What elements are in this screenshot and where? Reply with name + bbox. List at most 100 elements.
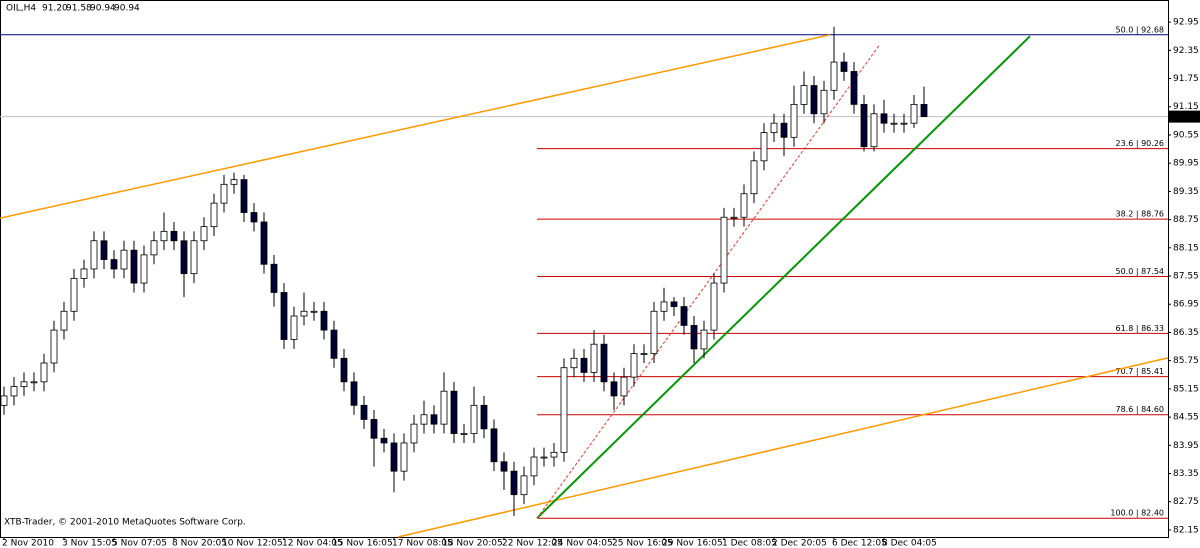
candle-body [370,419,378,439]
candle-body [820,89,828,115]
candle-body [500,461,508,472]
candle-body [740,193,748,218]
candle-body [70,277,78,312]
candle-body [850,71,858,105]
x-tick-label: 15 Nov 16:05 [332,539,393,548]
candle-body [230,179,238,185]
x-tick-label: 12 Nov 04:05 [282,539,343,548]
footer: XTB-Trader, © 2001-2010 MetaQuotes Softw… [4,518,246,528]
x-tick-label: 10 Nov 12:05 [222,539,283,548]
y-tick-label: 86.95 [1173,300,1199,310]
y-tick-label: 89.95 [1173,159,1199,169]
candle-body [810,85,818,115]
x-tick-label: 8 Dec 04:05 [882,539,937,548]
candle-body [190,240,198,275]
candle-body [510,470,518,496]
trendline [397,357,1169,538]
y-tick-label: 83.35 [1173,469,1199,479]
y-tick-label: 92.35 [1173,46,1199,56]
candle-body [700,329,708,350]
candle-body [170,230,178,242]
x-tick-label: 8 Nov 20:05 [172,539,227,548]
candle-body [480,404,488,430]
candle-body [300,310,308,317]
candle-body [20,381,28,387]
candle-body [260,221,268,265]
last-price-box [1169,110,1200,123]
candle-body [250,212,258,223]
candle-body [10,386,18,397]
x-tick-label: 29 Nov 16:05 [662,539,723,548]
candle-body [570,357,578,369]
x-tick-label: 5 Nov 07:05 [112,539,167,548]
candle-body [110,259,118,270]
candle-body [920,103,928,118]
y-tick-label: 91.15 [1173,102,1199,112]
candle-body [790,103,798,138]
y-tick-label: 82.75 [1173,497,1199,507]
header-value: 91.58 [66,4,92,14]
candle-body [560,367,568,453]
candle-body [680,306,688,326]
candle-body [400,442,408,472]
candle-body [550,451,558,458]
trendline [536,35,1031,519]
candle-body [590,343,598,373]
candle-body [360,404,368,420]
candle-body [530,456,538,477]
candle-body [380,437,388,444]
candle-body [440,390,448,425]
candle-body [200,226,208,242]
candle-body [770,122,778,134]
header-value: 90.94 [114,4,140,14]
header-value: 90.94 [90,4,116,14]
candle-body [450,390,458,434]
fib-label: 100.0 | 82.40 [1110,509,1164,518]
x-tick-label: 24 Nov 04:05 [552,539,613,548]
candle-body [870,113,878,148]
candle-body [80,268,88,279]
y-tick-label: 88.15 [1173,243,1199,253]
candle-body [760,132,768,162]
candle-body [860,103,868,148]
x-tick-label: 6 Dec 12:05 [832,539,887,548]
candle-body [180,240,188,275]
candle-body [540,456,548,459]
y-tick-label: 90.55 [1173,130,1199,140]
trendline [0,34,831,219]
candle-body [430,414,438,425]
fib-label: 70.7 | 85.41 [1116,367,1165,376]
candle-body [460,433,468,435]
candle-body [720,216,728,284]
candle-body [630,353,638,378]
y-tick-label: 85.15 [1173,384,1199,394]
x-tick-label: 3 Nov 15:05 [62,539,117,548]
y-tick-label: 89.35 [1173,187,1199,197]
candle-body [610,381,618,397]
x-tick-label: 18 Nov 20:05 [442,539,503,548]
candle-body [140,254,148,284]
candle-body [660,301,668,312]
candle-body [350,381,358,406]
candle-body [690,324,698,350]
y-tick-label: 84.55 [1173,413,1199,423]
candle-body [910,103,918,124]
candle-body [650,310,658,355]
x-tick-label: 2 Dec 20:05 [772,539,827,548]
candle-body [210,202,218,228]
x-tick-label: 17 Nov 08:05 [392,539,453,548]
candle-body [390,442,398,472]
candle-body [600,343,608,383]
y-tick-label: 92.95 [1173,18,1199,28]
candle-body [880,113,888,124]
candle-body [240,179,248,213]
last-price-label: 90.94 [1172,112,1198,122]
y-tick-label: 86.35 [1173,328,1199,338]
candle-body [90,240,98,270]
candle-body [160,230,168,242]
candle-body [710,282,718,331]
candle-body [750,160,758,195]
fib-label: 50.0 | 92.68 [1116,25,1165,34]
x-tick-label: 25 Nov 16:05 [612,539,673,548]
candle-body [670,301,678,307]
